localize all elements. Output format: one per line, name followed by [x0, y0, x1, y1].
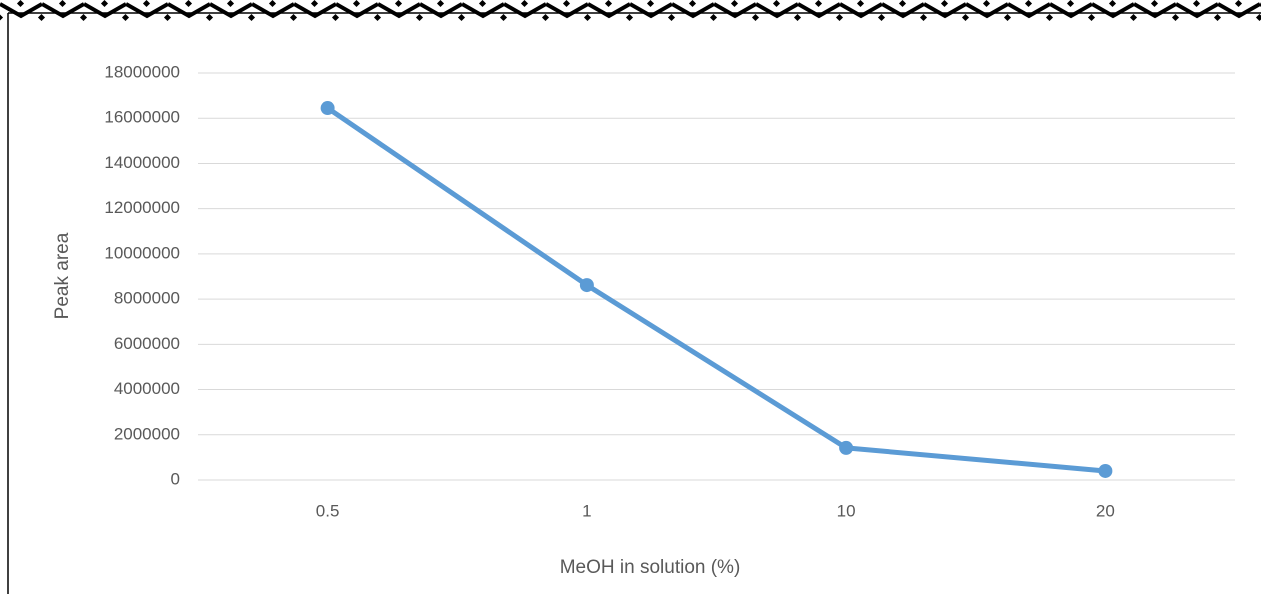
- decorative-border: [0, 0, 1261, 22]
- y-tick-label: 18000000: [104, 62, 180, 81]
- y-tick-label: 0: [171, 469, 180, 488]
- x-axis-title: MeOH in solution (%): [560, 557, 741, 578]
- x-tick-label: 20: [1096, 501, 1115, 520]
- y-tick-label: 8000000: [114, 289, 180, 308]
- data-point: [320, 101, 335, 116]
- data-point: [579, 278, 594, 293]
- y-tick-label: 12000000: [104, 198, 180, 217]
- x-tick-label: 1: [582, 501, 591, 520]
- data-point: [1098, 463, 1113, 478]
- data-point: [839, 440, 854, 455]
- x-tick-label: 0.5: [316, 501, 340, 520]
- y-tick-label: 6000000: [114, 334, 180, 353]
- x-tick-label: 10: [837, 501, 856, 520]
- y-tick-label: 14000000: [104, 153, 180, 172]
- y-tick-label: 2000000: [114, 424, 180, 443]
- y-tick-label: 16000000: [104, 108, 180, 127]
- y-tick-label: 4000000: [114, 379, 180, 398]
- series-line: [326, 105, 1106, 474]
- y-tick-label: 10000000: [104, 243, 180, 262]
- y-axis-title: Peak area: [52, 232, 73, 319]
